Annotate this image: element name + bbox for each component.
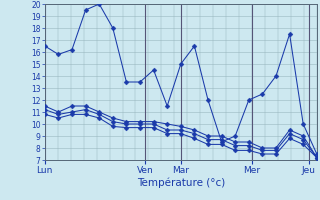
X-axis label: Température (°c): Température (°c) bbox=[137, 177, 225, 188]
